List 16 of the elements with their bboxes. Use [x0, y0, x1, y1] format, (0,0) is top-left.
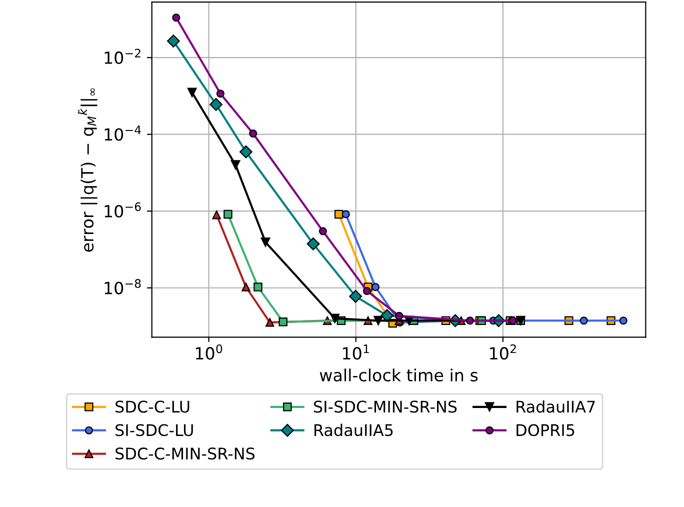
legend-label: SI-SDC-LU: [116, 424, 193, 436]
legend-label: SDC-C-MIN-SR-NS: [116, 448, 255, 460]
x-tick-label: 10$^{0}$: [196, 344, 222, 360]
y-axis-title: error ||q(T) − q$_{M}$$^{k̃}$||$_{∞}$: [78, 88, 98, 252]
x-tick-label: 10$^{2}$: [490, 344, 516, 360]
x-axis-title: wall-clock time in s: [320, 368, 478, 382]
y-tick-label: 10$^{−4}$: [104, 126, 141, 141]
y-tick-label: 10$^{−6}$: [104, 202, 141, 218]
legend-label: RadauIIA7: [516, 400, 595, 413]
y-tick-label: 10$^{−2}$: [104, 48, 140, 64]
legend-label: RadauIIA5: [314, 424, 393, 436]
x-tick-label: 10$^{1}$: [343, 344, 369, 360]
y-tick-label: 10$^{−8}$: [104, 279, 141, 294]
legend-label: SI-SDC-MIN-SR-NS: [314, 400, 457, 413]
legend-label: DOPRI5: [516, 424, 574, 436]
legend-label: SDC-C-LU: [116, 400, 190, 413]
